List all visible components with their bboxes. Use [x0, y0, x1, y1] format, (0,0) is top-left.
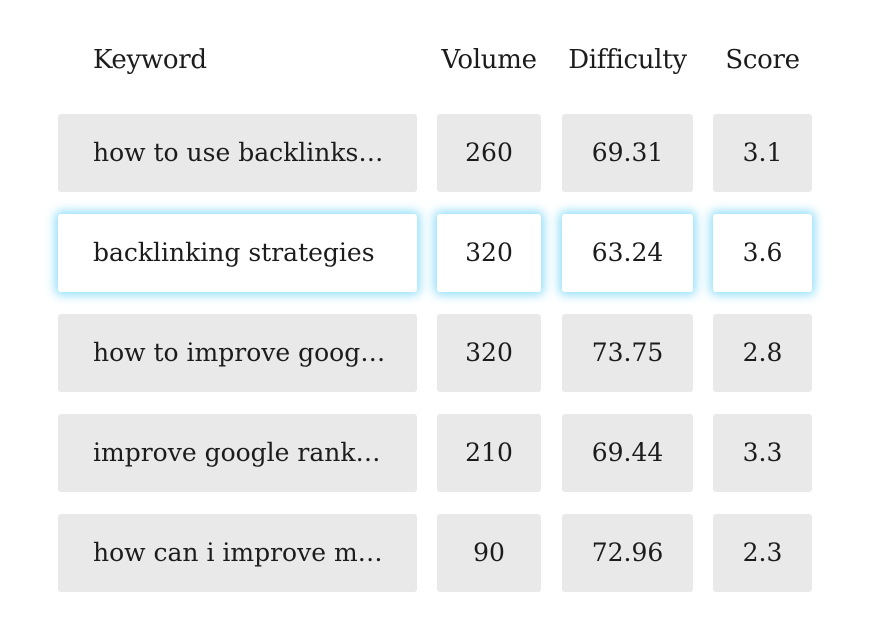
keyword-cell[interactable]: how to improve goog…: [58, 314, 417, 392]
score-cell[interactable]: 3.1: [713, 114, 812, 192]
score-cell[interactable]: 2.3: [713, 514, 812, 592]
difficulty-cell[interactable]: 73.75: [562, 314, 693, 392]
table-row[interactable]: how to improve goog… 320 73.75 2.8: [58, 314, 812, 392]
score-cell[interactable]: 3.3: [713, 414, 812, 492]
volume-cell[interactable]: 210: [437, 414, 541, 492]
header-volume[interactable]: Volume: [441, 45, 537, 75]
header-difficulty[interactable]: Difficulty: [568, 45, 687, 75]
keyword-cell[interactable]: backlinking strategies: [58, 214, 417, 292]
difficulty-cell[interactable]: 69.44: [562, 414, 693, 492]
keyword-table: Keyword Volume Difficulty Score how to u…: [58, 0, 812, 642]
header-keyword[interactable]: Keyword: [93, 45, 207, 75]
volume-cell[interactable]: 90: [437, 514, 541, 592]
keyword-cell[interactable]: how to use backlinks…: [58, 114, 417, 192]
score-cell[interactable]: 3.6: [713, 214, 812, 292]
difficulty-cell[interactable]: 72.96: [562, 514, 693, 592]
volume-cell[interactable]: 320: [437, 214, 541, 292]
difficulty-cell[interactable]: 63.24: [562, 214, 693, 292]
difficulty-cell[interactable]: 69.31: [562, 114, 693, 192]
volume-cell[interactable]: 320: [437, 314, 541, 392]
keyword-cell[interactable]: improve google rank…: [58, 414, 417, 492]
header-score[interactable]: Score: [725, 45, 800, 75]
table-row[interactable]: improve google rank… 210 69.44 3.3: [58, 414, 812, 492]
table-row[interactable]: how to use backlinks… 260 69.31 3.1: [58, 114, 812, 192]
score-cell[interactable]: 2.8: [713, 314, 812, 392]
table-row[interactable]: backlinking strategies 320 63.24 3.6: [58, 214, 812, 292]
volume-cell[interactable]: 260: [437, 114, 541, 192]
keyword-cell[interactable]: how can i improve m…: [58, 514, 417, 592]
table-row[interactable]: how can i improve m… 90 72.96 2.3: [58, 514, 812, 592]
